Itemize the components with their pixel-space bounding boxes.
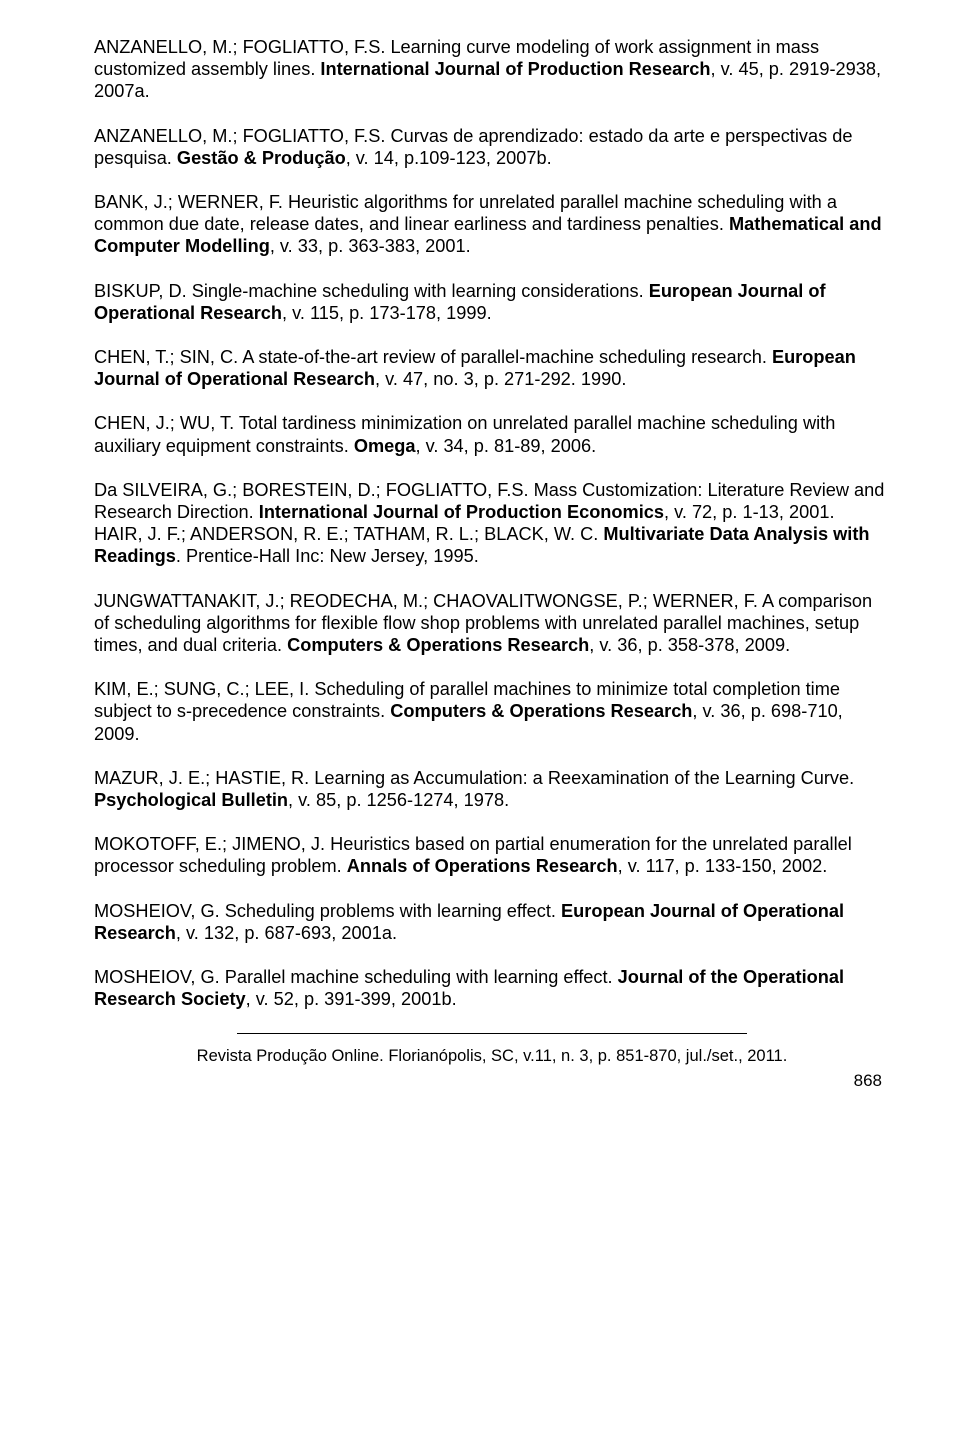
reference-text: , v. 34, p. 81-89, 2006.: [415, 436, 596, 456]
reference-entry: MAZUR, J. E.; HASTIE, R. Learning as Acc…: [94, 767, 890, 811]
footer-citation: Revista Produção Online. Florianópolis, …: [94, 1038, 890, 1067]
reference-entry: CHEN, T.; SIN, C. A state-of-the-art rev…: [94, 346, 890, 390]
reference-entry: BANK, J.; WERNER, F. Heuristic algorithm…: [94, 191, 890, 258]
reference-entry: ANZANELLO, M.; FOGLIATTO, F.S. Learning …: [94, 36, 890, 103]
reference-text: MOSHEIOV, G. Parallel machine scheduling…: [94, 967, 618, 987]
reference-entry: MOSHEIOV, G. Parallel machine scheduling…: [94, 966, 890, 1010]
reference-text: , v. 14, p.109-123, 2007b.: [346, 148, 552, 168]
reference-entry: KIM, E.; SUNG, C.; LEE, I. Scheduling of…: [94, 678, 890, 745]
reference-text: , v. 72, p. 1-13, 2001.: [664, 502, 835, 522]
reference-text: , v. 115, p. 173-178, 1999.: [282, 303, 492, 323]
reference-text: , v. 36, p. 358-378, 2009.: [589, 635, 790, 655]
page-number: 868: [94, 1071, 890, 1092]
reference-text: HAIR, J. F.; ANDERSON, R. E.; TATHAM, R.…: [94, 524, 603, 544]
page-content: ANZANELLO, M.; FOGLIATTO, F.S. Learning …: [0, 0, 960, 1122]
reference-text: BISKUP, D. Single-machine scheduling wit…: [94, 281, 649, 301]
reference-text: MOSHEIOV, G. Scheduling problems with le…: [94, 901, 561, 921]
reference-entry: MOKOTOFF, E.; JIMENO, J. Heuristics base…: [94, 833, 890, 877]
reference-text: , v. 52, p. 391-399, 2001b.: [246, 989, 457, 1009]
reference-title: International Journal of Production Rese…: [320, 59, 710, 79]
reference-text: , v. 117, p. 133-150, 2002.: [618, 856, 828, 876]
reference-text: CHEN, T.; SIN, C. A state-of-the-art rev…: [94, 347, 772, 367]
reference-text: , v. 132, p. 687-693, 2001a.: [176, 923, 397, 943]
reference-text: . Prentice-Hall Inc: New Jersey, 1995.: [176, 546, 479, 566]
reference-entry: CHEN, J.; WU, T. Total tardiness minimiz…: [94, 412, 890, 456]
reference-title: Computers & Operations Research: [287, 635, 589, 655]
reference-title: Gestão & Produção: [177, 148, 346, 168]
reference-text: , v. 85, p. 1256-1274, 1978.: [288, 790, 509, 810]
footer-divider: [237, 1033, 746, 1034]
reference-entry: BISKUP, D. Single-machine scheduling wit…: [94, 280, 890, 324]
reference-title: Annals of Operations Research: [347, 856, 618, 876]
reference-entry: ANZANELLO, M.; FOGLIATTO, F.S. Curvas de…: [94, 125, 890, 169]
reference-text: MAZUR, J. E.; HASTIE, R. Learning as Acc…: [94, 768, 854, 788]
reference-title: Omega: [354, 436, 416, 456]
reference-text: , v. 33, p. 363-383, 2001.: [270, 236, 471, 256]
reference-title: International Journal of Production Econ…: [259, 502, 664, 522]
reference-text: , v. 47, no. 3, p. 271-292. 1990.: [375, 369, 626, 389]
reference-text: BANK, J.; WERNER, F. Heuristic algorithm…: [94, 192, 837, 234]
reference-entry: JUNGWATTANAKIT, J.; REODECHA, M.; CHAOVA…: [94, 590, 890, 657]
reference-title: Psychological Bulletin: [94, 790, 288, 810]
reference-title: Computers & Operations Research: [390, 701, 692, 721]
reference-entry: Da SILVEIRA, G.; BORESTEIN, D.; FOGLIATT…: [94, 479, 890, 568]
reference-entry: MOSHEIOV, G. Scheduling problems with le…: [94, 900, 890, 944]
